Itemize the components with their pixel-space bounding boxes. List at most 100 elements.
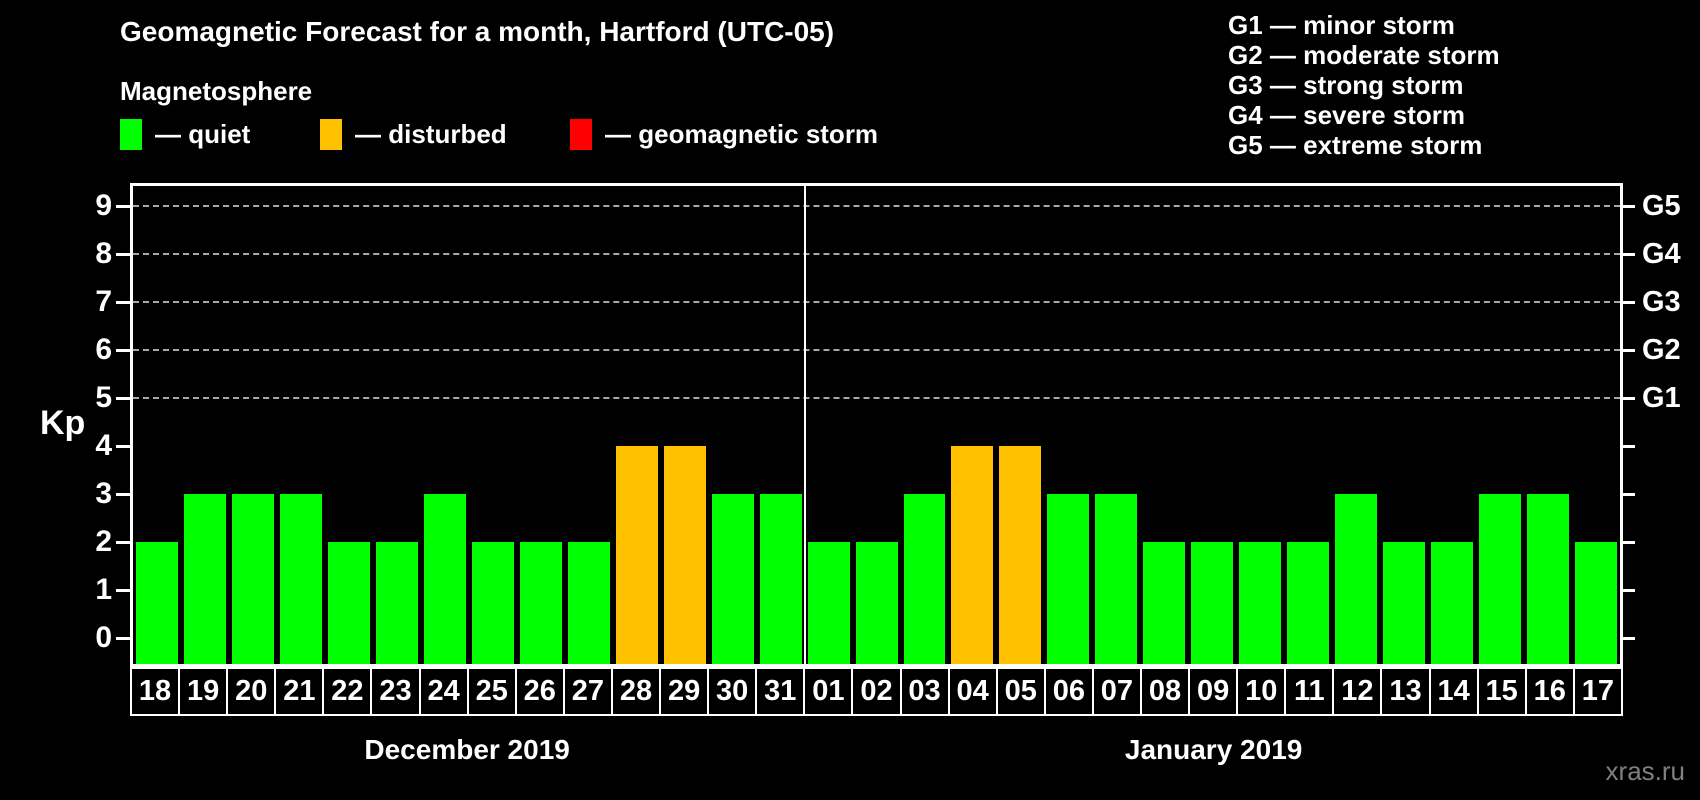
kp-bar-day-19 — [183, 494, 226, 664]
day-label-cell: 07 — [1091, 667, 1140, 716]
bar-slot — [469, 186, 517, 664]
day-label-cell: 16 — [1524, 667, 1573, 716]
bar-slot — [181, 186, 229, 664]
kp-bar-day-05 — [999, 446, 1042, 664]
g-legend-item: G5 — extreme storm — [1228, 130, 1483, 160]
day-label-cell: 02 — [851, 667, 900, 716]
y-tick-label: 1 — [95, 573, 112, 606]
legend-item-label: — quiet — [155, 119, 251, 149]
day-label-cell: 30 — [707, 667, 756, 716]
day-label-cell: 23 — [370, 667, 419, 716]
bar-slot — [517, 186, 565, 664]
y-axis-title: Kp — [40, 404, 86, 442]
kp-bar-day-18 — [136, 542, 178, 664]
bar-slot — [901, 186, 949, 664]
magnetosphere-label: Magnetosphere — [120, 76, 313, 106]
gridline-kp6 — [133, 349, 1620, 351]
bar-slot — [757, 186, 805, 664]
right-axis-tick — [1620, 349, 1635, 352]
legend-item-disturbed: — disturbed — [320, 119, 507, 150]
day-label-cell: 03 — [899, 667, 948, 716]
bar-slot — [1236, 186, 1284, 664]
legend-item-quiet: — quiet — [120, 119, 250, 150]
y-tick-label: 8 — [95, 237, 112, 270]
day-label-cell: 29 — [659, 667, 708, 716]
day-axis: 18 19 20 21 22 23 24 25 26 27 28 29 30 31 01 02 03 04 05 06… — [130, 667, 1623, 716]
kp-bar-day-22 — [327, 542, 370, 664]
day-label-cell: 19 — [178, 667, 227, 716]
bar-slot — [421, 186, 469, 664]
right-axis-tick — [1620, 253, 1635, 256]
bar-slot — [133, 186, 181, 664]
y-axis-tick — [116, 541, 131, 544]
y-axis-tick — [116, 589, 131, 592]
bar-slot — [1572, 186, 1620, 664]
g-scale-legend: G1 — minor storm G2 — moderate storm G3 — … — [1228, 10, 1500, 160]
y-axis-tick — [116, 205, 131, 208]
kp-bar-day-20 — [231, 494, 274, 664]
bar-slot — [325, 186, 373, 664]
day-label-cell: 18 — [130, 667, 179, 716]
kp-bar-day-29 — [663, 446, 706, 664]
bars-container — [133, 186, 1620, 664]
kp-bar-day-03 — [903, 494, 946, 664]
kp-bar-day-02 — [855, 542, 898, 664]
g-tick-label: G3 — [1642, 286, 1681, 318]
plot-area — [130, 183, 1623, 667]
day-label-cell: 24 — [418, 667, 467, 716]
kp-bar-day-28 — [615, 446, 658, 664]
bar-slot — [1044, 186, 1092, 664]
y-axis-tick — [116, 253, 131, 256]
y-tick-label: 4 — [95, 429, 112, 462]
day-label-cell: 25 — [466, 667, 515, 716]
kp-bar-day-27 — [567, 542, 610, 664]
kp-bar-day-21 — [279, 494, 322, 664]
day-label-cell: 28 — [610, 667, 660, 716]
month-divider — [803, 186, 806, 664]
kp-bar-day-26 — [519, 542, 562, 664]
kp-bar-day-12 — [1335, 494, 1378, 664]
month-label: December 2019 — [364, 734, 570, 765]
bar-slot — [613, 186, 661, 664]
kp-bar-day-31 — [759, 494, 802, 664]
right-axis-tick — [1620, 397, 1635, 400]
bar-slot — [805, 186, 853, 664]
kp-bar-day-08 — [1143, 542, 1186, 664]
right-axis-tick — [1620, 205, 1635, 208]
y-axis-tick — [116, 493, 131, 496]
kp-bar-day-16 — [1527, 494, 1570, 664]
bar-slot — [1284, 186, 1332, 664]
kp-bar-day-04 — [951, 446, 994, 664]
right-axis-tick — [1620, 589, 1635, 592]
legend-item-label: — geomagnetic storm — [605, 119, 879, 149]
day-label-cell: 09 — [1188, 667, 1237, 716]
y-axis-tick — [116, 637, 131, 640]
day-label-cell: 06 — [1043, 667, 1092, 716]
day-label-cell: 14 — [1428, 667, 1477, 716]
disturbed-swatch-icon — [320, 119, 342, 150]
kp-bar-day-06 — [1047, 494, 1090, 664]
kp-bar-day-01 — [807, 542, 850, 664]
kp-bar-day-13 — [1383, 542, 1426, 664]
y-tick-label: 5 — [95, 381, 112, 414]
day-label-cell: 11 — [1284, 667, 1333, 716]
day-label-cell: 31 — [755, 667, 804, 716]
right-axis-tick — [1620, 301, 1635, 304]
gridline-kp5 — [133, 397, 1620, 399]
day-label-cell: 27 — [562, 667, 611, 716]
g-tick-label: G1 — [1642, 382, 1681, 414]
quiet-swatch-icon — [120, 119, 142, 150]
kp-bar-day-30 — [711, 494, 754, 664]
y-tick-label: 3 — [95, 477, 112, 510]
right-axis-tick — [1620, 445, 1635, 448]
bar-slot — [1524, 186, 1572, 664]
y-tick-label: 0 — [95, 621, 112, 654]
day-label-cell: 17 — [1572, 667, 1623, 716]
bar-slot — [853, 186, 901, 664]
bar-slot — [373, 186, 421, 664]
y-axis-tick — [116, 397, 131, 400]
day-label-cell: 12 — [1332, 667, 1381, 716]
bar-slot — [229, 186, 277, 664]
kp-bar-day-17 — [1575, 542, 1618, 664]
day-label-cell: 08 — [1139, 667, 1189, 716]
